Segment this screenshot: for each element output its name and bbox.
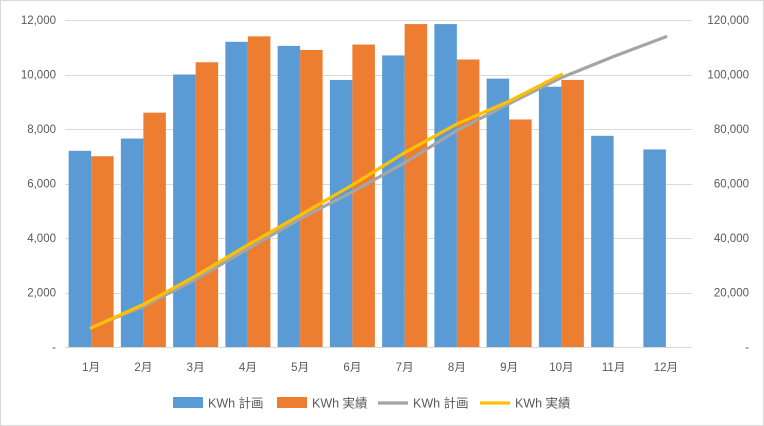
left-axis-tick-label: 8,000 [27, 124, 56, 136]
x-axis-tick-label: 11月 [602, 362, 625, 374]
left-axis-tick-label: 10,000 [21, 70, 56, 82]
left-axis-tick-label: - [52, 342, 56, 354]
bar-plan [329, 79, 353, 347]
x-axis-tick-label: 4月 [239, 362, 257, 374]
right-axis-tick-label: 40,000 [714, 233, 749, 245]
line-series-group [89, 35, 668, 330]
x-axis: 1月 2月 3月 4月 5月 6月 7月 8月 9月 10月 11月 12月 [82, 362, 678, 374]
x-axis-tick-label: 5月 [291, 362, 309, 374]
bar-actual [143, 112, 166, 348]
line-actual-cumulative [89, 72, 564, 330]
bar-actual [404, 24, 428, 348]
bar-plan [434, 24, 457, 348]
bar-plan [173, 74, 196, 347]
bar-actual [91, 156, 114, 347]
right-axis-tick-label: 60,000 [714, 179, 749, 191]
bar-actual [509, 119, 532, 348]
x-axis-tick-label: 3月 [187, 362, 205, 374]
bar-plan [225, 41, 248, 348]
bar-actual [300, 49, 323, 347]
legend-swatch [277, 397, 307, 408]
left-y-axis: - 2,000 4,000 6,000 8,000 10,000 12,000 [21, 15, 56, 354]
bar-plan [277, 45, 301, 347]
legend-swatch [173, 397, 203, 408]
bar-plan [120, 138, 144, 347]
legend-label: KWh 計画 [413, 396, 469, 411]
x-axis-tick-label: 1月 [82, 362, 100, 374]
line-plan-cumulative [89, 35, 668, 329]
x-axis-tick-label: 12月 [654, 362, 678, 374]
legend-label: KWh 実績 [312, 396, 368, 411]
x-axis-tick-label: 7月 [396, 362, 414, 374]
bar-actual [247, 36, 271, 347]
x-axis-tick-label: 10月 [549, 362, 573, 374]
bar-actual [352, 44, 375, 348]
bar-series-group [68, 24, 666, 348]
right-axis-tick-label: 20,000 [714, 288, 749, 300]
bar-plan [382, 55, 405, 348]
bar-plan [538, 86, 562, 347]
right-axis-tick-label: 100,000 [707, 70, 749, 82]
x-axis-tick-label: 8月 [448, 362, 466, 374]
legend-label: KWh 実績 [515, 396, 571, 411]
bar-plan [591, 135, 614, 347]
x-axis-tick-label: 6月 [343, 362, 361, 374]
legend-label: KWh 計画 [208, 396, 264, 411]
bar-plan [643, 149, 666, 347]
bar-actual [561, 79, 584, 347]
left-axis-tick-label: 6,000 [27, 179, 56, 191]
right-axis-tick-label: 80,000 [714, 124, 749, 136]
right-y-axis: - 20,000 40,000 60,000 80,000 100,000 120,000 [707, 15, 749, 354]
bar-actual [195, 62, 219, 348]
left-axis-tick-label: 12,000 [21, 15, 56, 27]
bar-plan [68, 150, 92, 347]
right-axis-tick-label: 120,000 [707, 15, 749, 27]
left-axis-tick-label: 4,000 [27, 233, 56, 245]
left-axis-tick-label: 2,000 [27, 288, 56, 300]
x-axis-tick-label: 2月 [134, 362, 152, 374]
bar-plan [486, 78, 510, 348]
right-axis-tick-label: - [745, 342, 749, 354]
x-axis-tick-label: 9月 [500, 362, 518, 374]
legend: KWh 計画 KWh 実績 KWh 計画 KWh 実績 [173, 396, 571, 411]
bar-actual [456, 59, 480, 347]
